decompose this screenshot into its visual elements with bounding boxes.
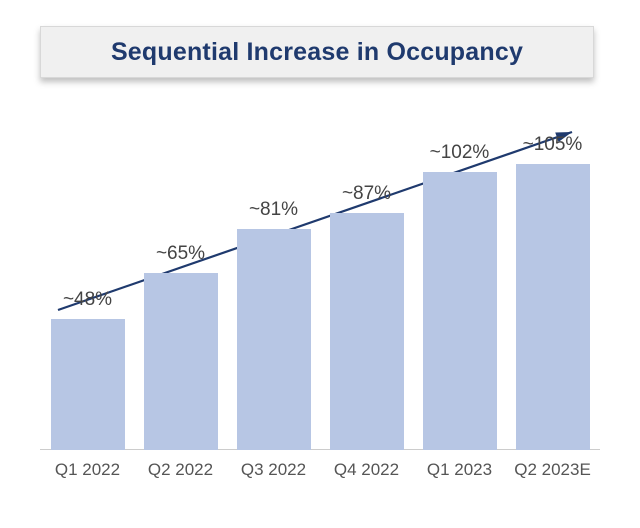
bar xyxy=(144,273,218,450)
category-label: Q4 2022 xyxy=(320,460,414,480)
category-label: Q1 2023 xyxy=(413,460,507,480)
chart-title-box: Sequential Increase in Occupancy xyxy=(40,26,594,78)
bar xyxy=(51,319,125,450)
bar xyxy=(330,213,404,450)
bar xyxy=(516,164,590,450)
bar-value-label: ~87% xyxy=(320,183,414,205)
occupancy-bar-chart: ~48%~65%~81%~87%~102%~105% Q1 2022Q2 202… xyxy=(40,120,600,490)
bar-value-label: ~65% xyxy=(134,243,228,265)
plot-area: ~48% ~65% ~81%~87% ~102%~105% xyxy=(40,120,600,450)
bar xyxy=(237,229,311,450)
chart-title: Sequential Increase in Occupancy xyxy=(111,38,523,67)
category-label: Q3 2022 xyxy=(227,460,321,480)
bar xyxy=(423,172,497,450)
bar-value-label: ~105% xyxy=(506,134,600,156)
bar-value-label: ~102% xyxy=(413,142,507,164)
category-label: Q1 2022 xyxy=(41,460,135,480)
bar-value-label: ~81% xyxy=(227,199,321,221)
category-label: Q2 2023E xyxy=(506,460,600,480)
bar-value-label: ~48% xyxy=(41,289,135,311)
category-label: Q2 2022 xyxy=(134,460,228,480)
